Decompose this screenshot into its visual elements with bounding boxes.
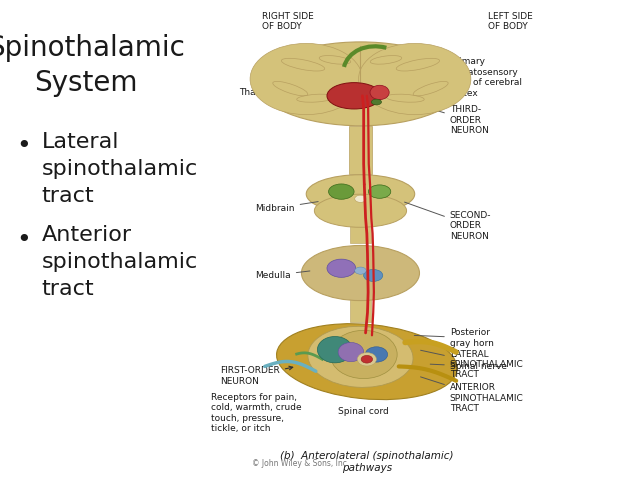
Text: ANTERIOR
SPINOTHALAMIC
TRACT: ANTERIOR SPINOTHALAMIC TRACT — [420, 377, 524, 413]
Ellipse shape — [370, 85, 389, 100]
FancyBboxPatch shape — [349, 126, 372, 174]
Ellipse shape — [361, 355, 373, 363]
Ellipse shape — [368, 185, 390, 198]
Ellipse shape — [359, 44, 471, 114]
Ellipse shape — [315, 194, 406, 228]
Text: THIRD-
ORDER
NEURON: THIRD- ORDER NEURON — [398, 99, 489, 135]
Text: Spinal nerve: Spinal nerve — [430, 362, 507, 371]
Ellipse shape — [327, 259, 355, 277]
Ellipse shape — [301, 245, 419, 301]
Ellipse shape — [308, 326, 413, 388]
Text: Posterior
gray horn: Posterior gray horn — [414, 328, 494, 348]
Text: •: • — [16, 134, 31, 158]
FancyBboxPatch shape — [350, 296, 371, 322]
Text: tract: tract — [41, 186, 94, 206]
Text: Anterior: Anterior — [41, 225, 131, 245]
Text: (b)  Anterolateral (spinothalamic)
pathways: (b) Anterolateral (spinothalamic) pathwa… — [280, 451, 454, 473]
Text: Spinothalamic: Spinothalamic — [0, 34, 185, 61]
Text: RIGHT SIDE
OF BODY: RIGHT SIDE OF BODY — [262, 12, 313, 32]
Text: System: System — [34, 69, 138, 97]
Ellipse shape — [250, 44, 362, 114]
Text: Spinal cord: Spinal cord — [338, 407, 389, 416]
Ellipse shape — [338, 342, 364, 362]
Text: FIRST-ORDER
NEURON: FIRST-ORDER NEURON — [220, 366, 293, 386]
Text: Thalamus: Thalamus — [239, 88, 312, 97]
FancyBboxPatch shape — [350, 227, 371, 243]
Ellipse shape — [330, 331, 397, 378]
Ellipse shape — [258, 42, 463, 126]
Text: tract: tract — [41, 279, 94, 299]
Text: Lateral: Lateral — [41, 132, 119, 152]
Ellipse shape — [317, 336, 352, 363]
Text: spinothalamic: spinothalamic — [41, 252, 198, 272]
Ellipse shape — [371, 99, 382, 105]
Ellipse shape — [327, 83, 381, 109]
Text: spinothalamic: spinothalamic — [41, 159, 198, 179]
Ellipse shape — [365, 347, 387, 362]
Text: SECOND-
ORDER
NEURON: SECOND- ORDER NEURON — [404, 202, 491, 240]
Ellipse shape — [329, 184, 354, 199]
Ellipse shape — [276, 324, 457, 399]
Ellipse shape — [306, 175, 415, 213]
Text: Receptors for pain,
cold, warmth, crude
touch, pressure,
tickle, or itch: Receptors for pain, cold, warmth, crude … — [211, 393, 301, 433]
Text: Primary
somatosensory
area of cerebral
cortex: Primary somatosensory area of cerebral c… — [401, 57, 522, 98]
Ellipse shape — [355, 195, 366, 203]
Text: LEFT SIDE
OF BODY: LEFT SIDE OF BODY — [488, 12, 533, 32]
Text: Medulla: Medulla — [255, 271, 310, 280]
Ellipse shape — [364, 269, 383, 282]
Text: LATERAL
SPINOTHALAMIC
TRACT: LATERAL SPINOTHALAMIC TRACT — [420, 350, 524, 379]
Ellipse shape — [357, 353, 376, 366]
Text: •: • — [16, 228, 31, 251]
Ellipse shape — [355, 267, 366, 274]
Text: Midbrain: Midbrain — [255, 202, 318, 213]
Text: © John Wiley & Sons, Inc.: © John Wiley & Sons, Inc. — [252, 459, 349, 468]
